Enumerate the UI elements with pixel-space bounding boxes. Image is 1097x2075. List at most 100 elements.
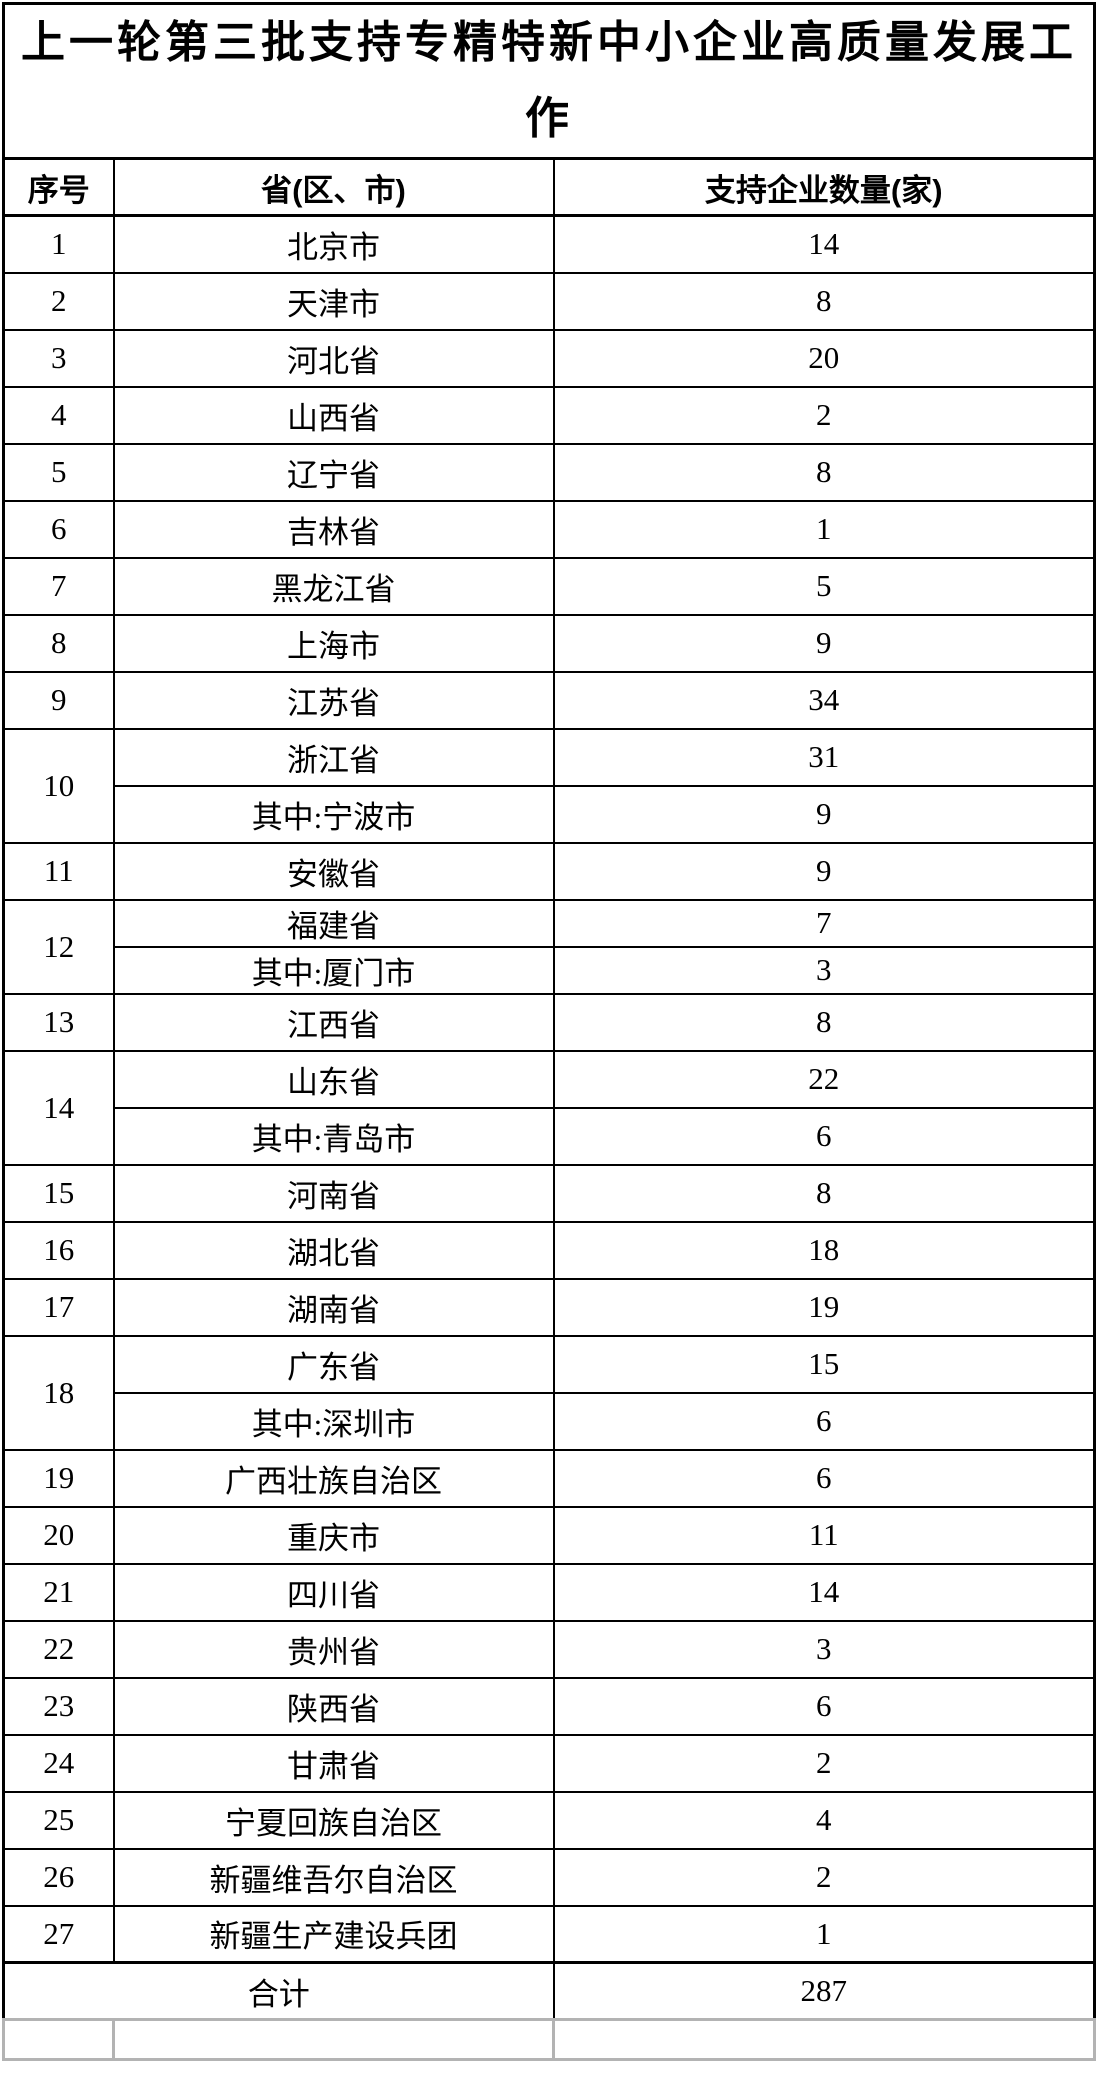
table-row: 6 吉林省 1	[2, 499, 1096, 559]
table-subrow: 其中:深圳市 6	[4, 1391, 1096, 1451]
value-cell: 3	[552, 1619, 1096, 1679]
province-cell: 浙江省	[112, 727, 555, 787]
value-cell: 2	[552, 1733, 1096, 1793]
table-row: 21 四川省 14	[2, 1562, 1096, 1622]
table-row: 17 湖南省 19	[2, 1277, 1096, 1337]
table-row: 16 湖北省 18	[2, 1220, 1096, 1280]
province-cell: 安徽省	[112, 841, 555, 901]
table-row: 27 新疆生产建设兵团 1	[2, 1904, 1096, 1964]
province-cell: 新疆生产建设兵团	[112, 1904, 555, 1964]
table-row: 8 上海市 9	[2, 613, 1096, 673]
province-cell: 广西壮族自治区	[112, 1448, 555, 1508]
seq-cell: 19	[2, 1448, 115, 1508]
sub-province-cell: 其中:厦门市	[112, 945, 555, 995]
province-cell: 广东省	[112, 1334, 555, 1394]
province-cell: 甘肃省	[112, 1733, 555, 1793]
column-header-seq: 序号	[2, 157, 115, 217]
page-title: 上一轮第三批支持专精特新中小企业高质量发展工作	[2, 2, 1096, 160]
seq-cell: 16	[2, 1220, 115, 1280]
value-cell: 6	[552, 1448, 1096, 1508]
province-cell: 重庆市	[112, 1505, 555, 1565]
empty-value-cell	[552, 2018, 1096, 2061]
seq-cell: 18	[2, 1334, 115, 1451]
seq-cell: 12	[2, 898, 115, 995]
header-row: 序号 省(区、市) 支持企业数量(家)	[2, 157, 1096, 217]
province-cell: 山西省	[112, 385, 555, 445]
value-cell: 2	[552, 385, 1096, 445]
seq-cell: 3	[2, 328, 115, 388]
province-cell: 宁夏回族自治区	[112, 1790, 555, 1850]
table-row: 1 北京市 14	[2, 214, 1096, 274]
total-value-cell: 287	[552, 1961, 1096, 2021]
value-cell: 22	[552, 1049, 1096, 1109]
province-cell: 贵州省	[112, 1619, 555, 1679]
province-cell: 福建省	[112, 898, 555, 948]
table-row: 13 江西省 8	[2, 992, 1096, 1052]
seq-cell: 17	[2, 1277, 115, 1337]
province-cell: 四川省	[112, 1562, 555, 1622]
table-row: 2 天津市 8	[2, 271, 1096, 331]
seq-cell: 26	[2, 1847, 115, 1907]
seq-cell: 5	[2, 442, 115, 502]
sub-province-cell: 其中:深圳市	[112, 1391, 555, 1451]
value-cell: 8	[552, 271, 1096, 331]
seq-cell: 11	[2, 841, 115, 901]
table-row: 22 贵州省 3	[2, 1619, 1096, 1679]
seq-cell: 14	[2, 1049, 115, 1166]
table-row: 19 广西壮族自治区 6	[2, 1448, 1096, 1508]
table-subrow: 其中:宁波市 9	[4, 784, 1096, 844]
table-row: 7 黑龙江省 5	[2, 556, 1096, 616]
value-cell: 31	[552, 727, 1096, 787]
table-row: 25 宁夏回族自治区 4	[2, 1790, 1096, 1850]
value-cell: 7	[552, 898, 1096, 948]
province-cell: 辽宁省	[112, 442, 555, 502]
empty-seq-cell	[2, 2018, 115, 2061]
seq-cell: 9	[2, 670, 115, 730]
province-cell: 陕西省	[112, 1676, 555, 1736]
column-header-count: 支持企业数量(家)	[552, 157, 1096, 217]
sub-value-cell: 3	[552, 945, 1096, 995]
table-row: 3 河北省 20	[2, 328, 1096, 388]
value-cell: 5	[552, 556, 1096, 616]
table-row: 10 浙江省 31	[2, 727, 1096, 844]
province-cell: 黑龙江省	[112, 556, 555, 616]
province-cell: 吉林省	[112, 499, 555, 559]
seq-cell: 6	[2, 499, 115, 559]
table-row: 12 福建省 7	[2, 898, 1096, 995]
province-cell: 河北省	[112, 328, 555, 388]
value-cell: 14	[552, 1562, 1096, 1622]
seq-cell: 8	[2, 613, 115, 673]
seq-cell: 7	[2, 556, 115, 616]
seq-cell: 21	[2, 1562, 115, 1622]
seq-cell: 2	[2, 271, 115, 331]
value-cell: 9	[552, 841, 1096, 901]
value-cell: 20	[552, 328, 1096, 388]
total-row: 合计 287	[2, 1961, 1096, 2021]
province-cell: 北京市	[112, 214, 555, 274]
value-cell: 14	[552, 214, 1096, 274]
table-row: 9 江苏省 34	[2, 670, 1096, 730]
table-row: 20 重庆市 11	[2, 1505, 1096, 1565]
province-cell: 河南省	[112, 1163, 555, 1223]
table-subrow: 其中:厦门市 3	[4, 945, 1096, 995]
value-cell: 1	[552, 1904, 1096, 1964]
province-cell: 湖北省	[112, 1220, 555, 1280]
value-cell: 6	[552, 1676, 1096, 1736]
value-cell: 34	[552, 670, 1096, 730]
seq-cell: 15	[2, 1163, 115, 1223]
seq-cell: 27	[2, 1904, 115, 1964]
sub-province-cell: 其中:青岛市	[112, 1106, 555, 1166]
value-cell: 19	[552, 1277, 1096, 1337]
value-cell: 9	[552, 613, 1096, 673]
seq-cell: 4	[2, 385, 115, 445]
value-cell: 8	[552, 442, 1096, 502]
value-cell: 8	[552, 1163, 1096, 1223]
empty-row	[2, 2018, 1096, 2061]
province-cell: 新疆维吾尔自治区	[112, 1847, 555, 1907]
seq-cell: 25	[2, 1790, 115, 1850]
table-subrow: 其中:青岛市 6	[4, 1106, 1096, 1166]
table-body: 1 北京市 14 2 天津市 8 3 河北省 20 4 山西省 2 5 辽宁省 8 6 吉林省 1 7 黑龙江省 5 8 上…	[2, 214, 1096, 2061]
value-cell: 4	[552, 1790, 1096, 1850]
